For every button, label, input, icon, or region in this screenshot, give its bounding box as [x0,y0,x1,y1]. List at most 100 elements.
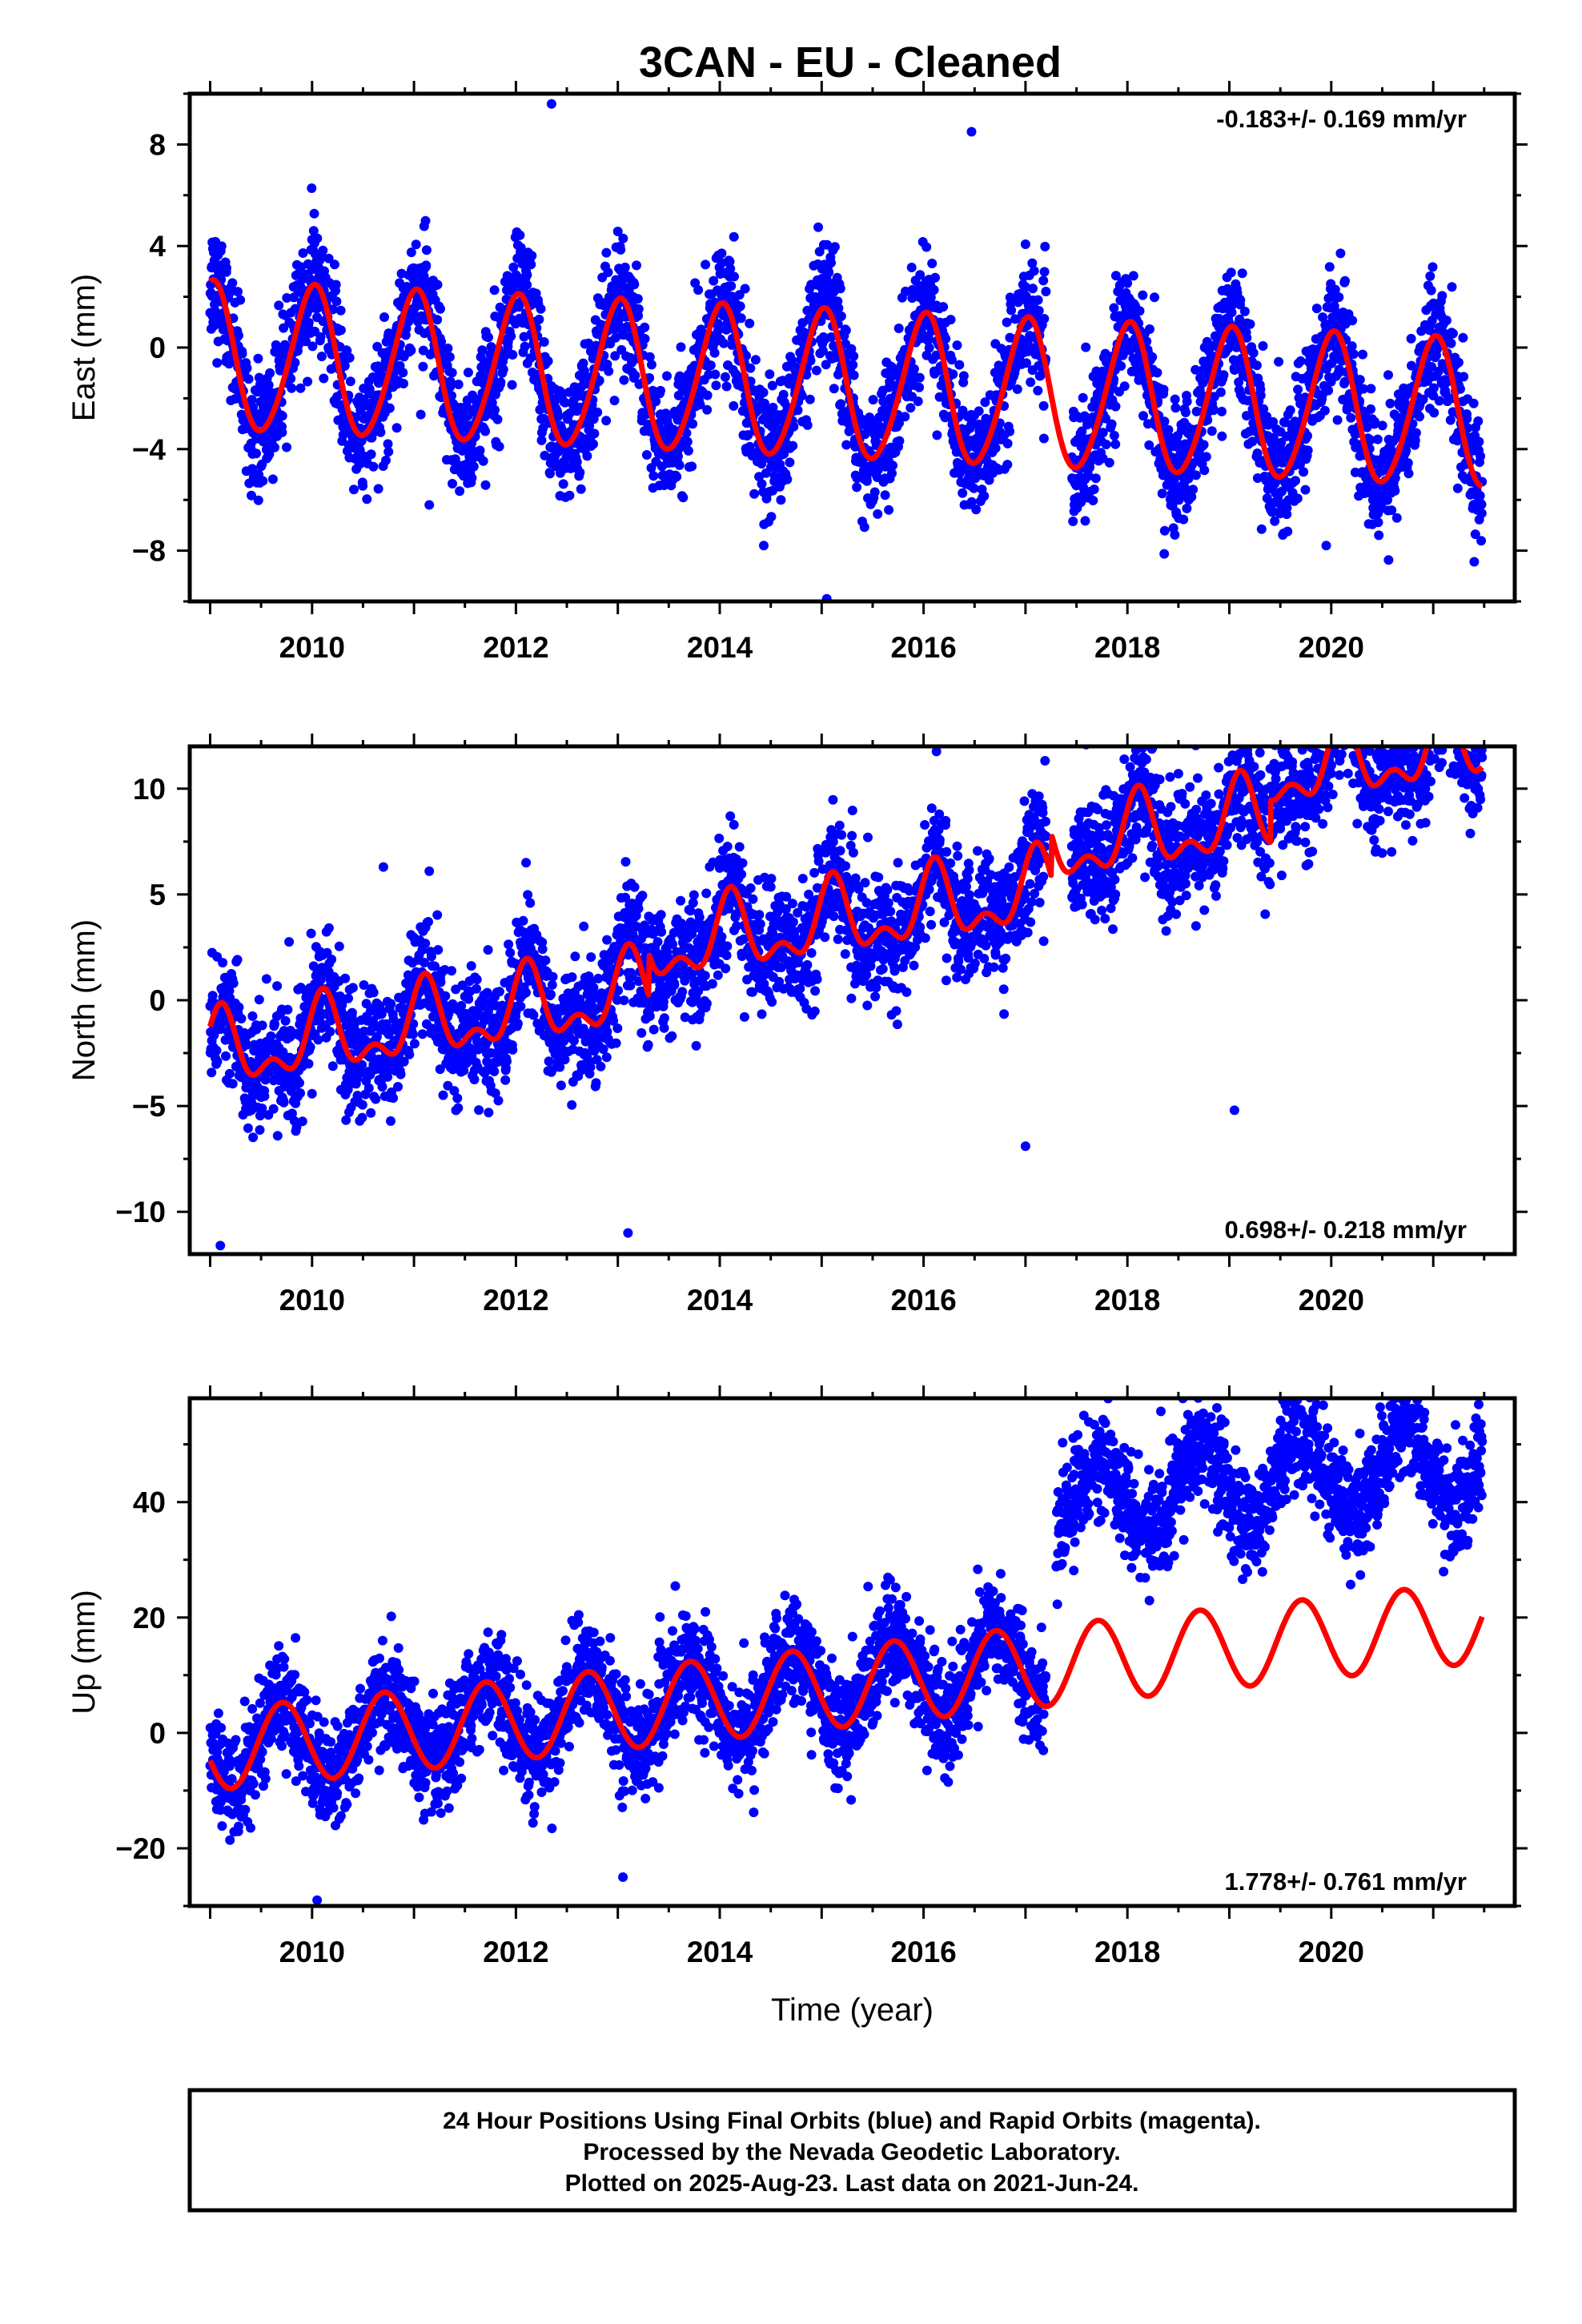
data-point [688,419,698,429]
data-point [283,1004,293,1015]
data-point [506,331,516,341]
data-point [344,352,355,363]
data-point [615,321,625,332]
data-point [318,245,328,255]
data-point [1182,396,1192,407]
data-point [218,958,228,968]
data-point [1027,258,1038,268]
data-point [469,1075,480,1084]
data-point [298,248,308,258]
data-point [980,397,990,408]
data-point [261,974,271,984]
data-point [793,405,803,416]
data-point [805,356,816,366]
data-point [648,471,659,481]
data-point [1427,262,1438,272]
data-point [1085,457,1095,468]
data-point [1002,317,1012,328]
data-point [1159,525,1170,536]
data-point [1201,452,1211,462]
data-point [264,449,275,460]
data-point [1434,396,1444,406]
data-point [411,239,421,250]
data-point [216,241,227,251]
data-point [1106,419,1117,429]
data-point [644,352,655,362]
model-fit-line [208,277,1484,489]
data-point [610,351,620,361]
data-point [880,490,890,501]
data-point [480,426,491,436]
data-point [386,1116,396,1126]
data-point [522,279,532,290]
data-point [1429,408,1439,418]
data-point [272,1131,283,1141]
data-point [758,388,769,398]
data-point [305,1042,315,1052]
data-point [343,993,353,1003]
data-point [325,1027,335,1037]
data-point [1362,422,1372,432]
data-point [1330,284,1340,295]
data-point [1033,385,1043,396]
data-point [1282,503,1292,513]
data-point [826,258,836,268]
data-point [280,1015,291,1026]
data-point [1251,360,1262,371]
data-point [1159,549,1170,559]
data-point [616,244,626,255]
rate-label: -0.183+/- 0.169 mm/yr [1216,105,1467,133]
data-point [489,1066,500,1076]
data-point [1033,295,1043,305]
data-point [749,489,760,499]
data-point [366,449,376,460]
data-point [1178,514,1189,525]
data-point [941,334,951,344]
data-point [212,1056,223,1067]
data-point [805,394,815,404]
data-point [750,355,761,365]
data-point [1186,492,1197,502]
data-point [1234,377,1244,388]
data-point [1039,267,1050,277]
y-axis-label: East (mm) [66,274,102,421]
data-point [1006,305,1017,316]
data-point [258,476,268,486]
data-point [946,315,956,325]
outlier-point [546,99,556,109]
data-point [254,372,264,383]
data-point [227,278,238,288]
x-tick-label: 2016 [890,631,956,664]
data-point [277,427,287,437]
data-point [287,383,297,393]
data-point [1468,398,1479,408]
data-point [869,487,880,497]
data-point [913,396,923,407]
data-point [1199,465,1210,476]
data-point [490,404,500,415]
data-point [678,493,689,503]
data-point [438,1090,448,1100]
data-point [1258,341,1268,351]
data-point [884,505,894,515]
data-point [1227,308,1237,318]
data-point [1215,387,1226,397]
data-point [303,317,314,328]
data-point [1101,440,1111,449]
data-point [1473,416,1484,426]
data-point [849,351,859,361]
data-point [1459,372,1469,382]
data-point [1144,440,1154,450]
data-point [1262,493,1272,504]
data-point [477,345,488,356]
data-point [362,494,372,505]
data-point [1476,536,1487,546]
data-point [335,305,346,316]
data-point [584,420,595,431]
data-point [1474,436,1484,447]
data-point [526,259,536,270]
data-point [424,917,433,927]
data-point [745,363,756,373]
data-point [368,461,379,472]
data-point [1128,271,1138,281]
